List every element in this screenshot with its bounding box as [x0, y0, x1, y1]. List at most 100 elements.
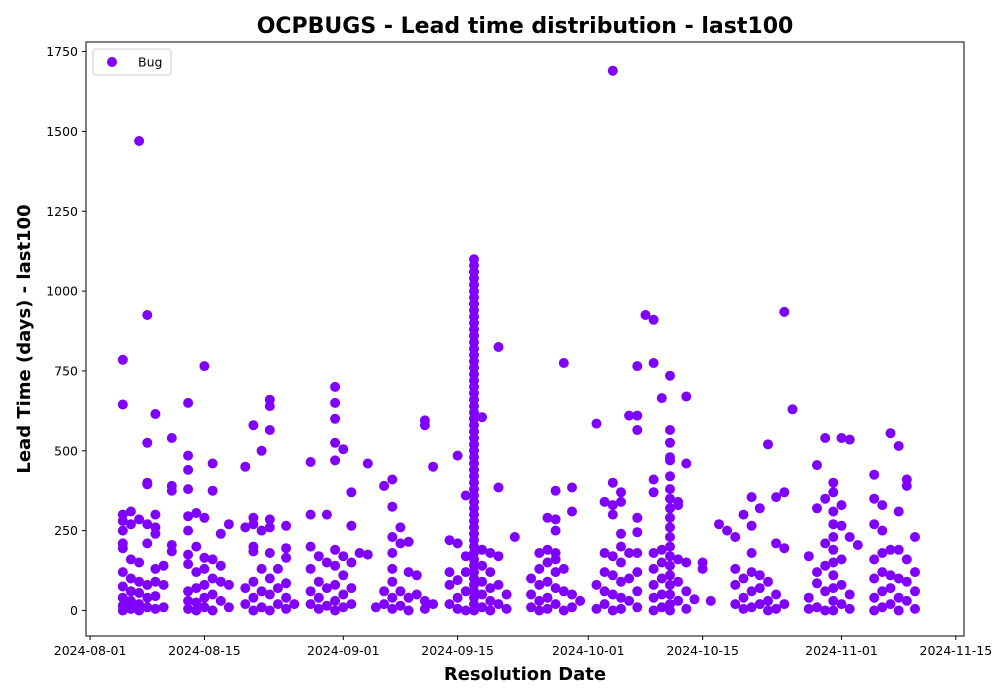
data-point — [673, 576, 684, 587]
data-point — [395, 538, 406, 549]
data-point — [869, 469, 880, 480]
data-point — [493, 342, 504, 352]
data-point — [330, 455, 341, 466]
x-tick-label: 2024-11-15 — [920, 643, 993, 658]
data-point — [836, 433, 847, 443]
data-point — [599, 567, 610, 578]
data-point — [665, 589, 675, 600]
data-point — [746, 548, 757, 558]
x-axis: 2024-08-01 2024-08-15 2024-09-01 2024-09-15… — [54, 636, 992, 658]
data-point — [142, 310, 153, 320]
data-point — [460, 551, 471, 562]
data-point — [599, 586, 610, 597]
data-point — [836, 500, 847, 511]
data-point — [885, 544, 896, 555]
data-point — [305, 563, 316, 574]
data-point — [509, 532, 520, 542]
data-point — [395, 586, 406, 597]
data-point — [248, 592, 259, 603]
data-point — [264, 589, 275, 600]
data-point — [493, 551, 504, 562]
data-point — [526, 573, 537, 584]
data-point — [477, 560, 488, 571]
data-point — [607, 605, 618, 616]
data-point — [632, 527, 643, 538]
chart-title: OCPBUGS - Lead time distribution - last1… — [257, 14, 794, 39]
data-point — [803, 592, 814, 603]
data-point — [452, 592, 463, 603]
x-axis-label: Resolution Date — [444, 664, 606, 685]
data-point — [330, 595, 341, 606]
data-point — [754, 583, 765, 594]
data-point — [117, 354, 128, 365]
data-point — [534, 579, 545, 590]
data-point — [828, 557, 839, 568]
data-point — [697, 563, 708, 574]
data-point — [681, 557, 692, 568]
data-point — [648, 314, 659, 325]
data-point — [558, 358, 569, 368]
data-point — [330, 397, 341, 408]
data-point — [191, 567, 202, 578]
plot-frame — [85, 41, 965, 637]
data-point — [738, 573, 749, 584]
data-point — [681, 458, 692, 469]
data-point — [477, 602, 488, 613]
data-point — [354, 548, 365, 558]
data-point — [477, 412, 488, 423]
data-point — [346, 520, 357, 531]
data-point — [575, 595, 586, 606]
data-point — [248, 576, 259, 587]
data-point — [346, 487, 357, 498]
data-point — [869, 493, 880, 504]
data-point — [673, 595, 684, 606]
data-point — [313, 576, 324, 587]
data-point — [567, 602, 577, 613]
data-point — [665, 579, 675, 590]
data-point — [150, 409, 161, 419]
data-point — [125, 519, 136, 530]
data-point — [117, 592, 128, 603]
data-point — [125, 595, 136, 606]
data-point — [264, 401, 275, 412]
data-point — [632, 548, 643, 558]
data-point — [501, 589, 512, 600]
data-point — [223, 602, 234, 613]
data-point — [158, 560, 169, 571]
data-point — [763, 595, 773, 606]
data-point — [403, 605, 414, 616]
data-point — [779, 306, 790, 317]
data-point — [616, 541, 626, 552]
data-point — [338, 444, 349, 455]
data-point — [542, 592, 553, 603]
data-point — [256, 445, 267, 456]
data-point — [877, 500, 888, 511]
data-point — [738, 603, 749, 614]
data-point — [624, 410, 635, 421]
data-point — [215, 576, 226, 587]
data-point — [754, 503, 765, 514]
data-point — [893, 544, 904, 555]
data-point — [428, 599, 439, 610]
data-point — [877, 586, 888, 597]
data-point — [665, 522, 675, 533]
data-point — [828, 544, 839, 555]
data-point — [656, 573, 667, 584]
data-point — [183, 397, 194, 408]
data-point — [183, 549, 194, 560]
data-point — [183, 586, 194, 597]
data-point — [272, 599, 283, 610]
data-point — [901, 576, 912, 587]
data-point — [828, 595, 839, 606]
data-point — [223, 579, 234, 590]
data-point — [305, 509, 316, 520]
data-point — [599, 496, 610, 507]
data-point — [142, 602, 153, 613]
data-point — [207, 605, 218, 616]
x-tick-label: 2024-09-15 — [421, 643, 494, 658]
data-point — [256, 563, 267, 574]
data-point — [567, 589, 577, 600]
data-point — [158, 579, 169, 590]
data-point — [419, 595, 430, 606]
data-point — [387, 592, 398, 603]
